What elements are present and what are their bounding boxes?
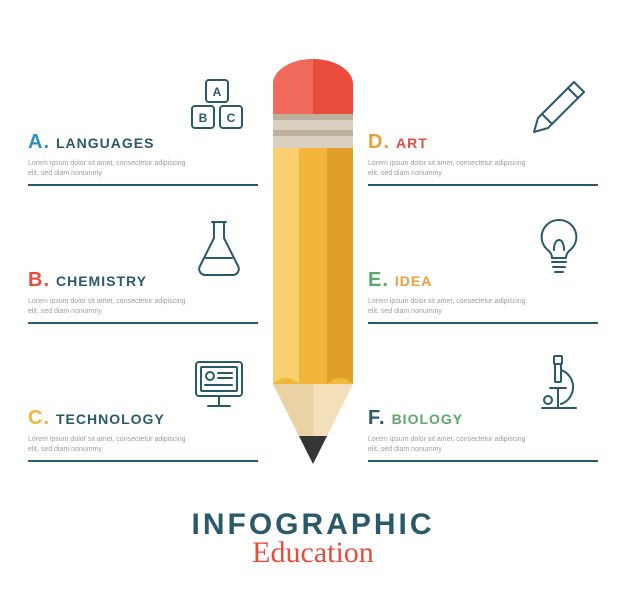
item-desc: Lorem ipsum dolor sit amet, consectetur …: [28, 297, 188, 316]
item-desc: Lorem ipsum dolor sit amet, consectetur …: [368, 435, 528, 454]
item-idea: E. IDEA Lorem ipsum dolor sit amet, cons…: [368, 206, 598, 324]
item-letter: C.: [28, 407, 50, 430]
blocks-icon: A B C: [184, 74, 254, 144]
item-label: IDEA: [395, 273, 432, 289]
item-heading: F. BIOLOGY: [368, 407, 463, 430]
item-languages: A B C A. LANGUAGES Lorem ipsum dolor sit…: [28, 68, 258, 186]
center-pencil-icon: [253, 44, 373, 484]
item-desc: Lorem ipsum dolor sit amet, consectetur …: [368, 297, 528, 316]
left-column: A B C A. LANGUAGES Lorem ipsum dolor sit…: [28, 68, 258, 462]
item-heading: E. IDEA: [368, 269, 432, 292]
item-technology: C. TECHNOLOGY Lorem ipsum dolor sit amet…: [28, 344, 258, 462]
item-label: CHEMISTRY: [56, 273, 147, 289]
right-column: D. ART Lorem ipsum dolor sit amet, conse…: [368, 68, 598, 462]
item-desc: Lorem ipsum dolor sit amet, consectetur …: [28, 435, 188, 454]
item-label: BIOLOGY: [392, 411, 464, 427]
pencil-icon: [524, 74, 594, 144]
item-biology: F. BIOLOGY Lorem ipsum dolor sit amet, c…: [368, 344, 598, 462]
computer-icon: [184, 350, 254, 420]
item-heading: D. ART: [368, 131, 428, 154]
item-heading: C. TECHNOLOGY: [28, 407, 165, 430]
infographic-title: INFOGRAPHIC Education: [192, 508, 435, 570]
svg-text:B: B: [199, 111, 208, 125]
item-art: D. ART Lorem ipsum dolor sit amet, conse…: [368, 68, 598, 186]
flask-icon: [184, 212, 254, 282]
svg-text:C: C: [227, 111, 236, 125]
item-label: ART: [396, 135, 428, 151]
item-desc: Lorem ipsum dolor sit amet, consectetur …: [368, 159, 528, 178]
infographic-stage: A B C A. LANGUAGES Lorem ipsum dolor sit…: [0, 0, 626, 600]
bulb-icon: [524, 212, 594, 282]
item-heading: A. LANGUAGES: [28, 131, 154, 154]
microscope-icon: [524, 350, 594, 420]
item-desc: Lorem ipsum dolor sit amet, consectetur …: [28, 159, 188, 178]
item-label: TECHNOLOGY: [56, 411, 165, 427]
item-letter: B.: [28, 269, 50, 292]
item-letter: A.: [28, 131, 50, 154]
svg-text:A: A: [213, 85, 222, 99]
item-chemistry: B. CHEMISTRY Lorem ipsum dolor sit amet,…: [28, 206, 258, 324]
item-heading: B. CHEMISTRY: [28, 269, 147, 292]
item-label: LANGUAGES: [56, 135, 154, 151]
